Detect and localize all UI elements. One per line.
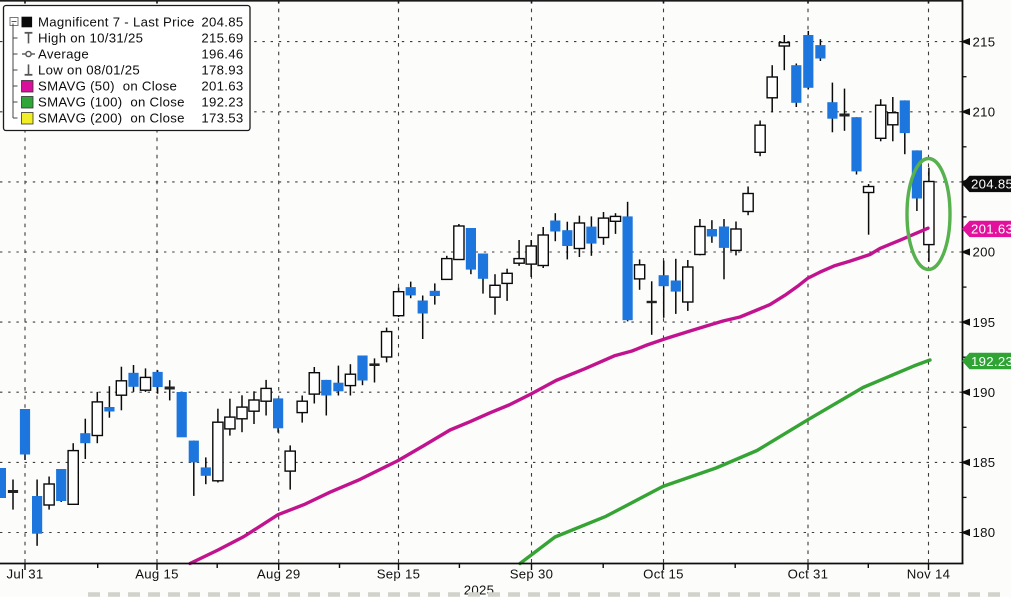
- svg-text:Sep 30: Sep 30: [510, 567, 554, 582]
- svg-text:190: 190: [973, 385, 996, 400]
- svg-text:200: 200: [973, 245, 996, 260]
- svg-text:192.23: 192.23: [201, 95, 243, 110]
- svg-text:High on 10/31/25: High on 10/31/25: [38, 31, 143, 46]
- svg-text:Aug 29: Aug 29: [257, 567, 301, 582]
- svg-text:178.93: 178.93: [201, 63, 243, 78]
- svg-text:SMAVG (200) on Close: SMAVG (200) on Close: [38, 111, 185, 126]
- svg-text:210: 210: [973, 105, 996, 120]
- svg-text:Magnificent 7 - Last Price: Magnificent 7 - Last Price: [38, 15, 195, 30]
- svg-text:215.69: 215.69: [201, 31, 243, 46]
- svg-text:SMAVG (50) on Close: SMAVG (50) on Close: [38, 79, 177, 94]
- svg-text:SMAVG (100) on Close: SMAVG (100) on Close: [38, 95, 185, 110]
- svg-text:Aug 15: Aug 15: [135, 567, 179, 582]
- svg-text:Oct 31: Oct 31: [788, 567, 829, 582]
- svg-text:Sep 15: Sep 15: [377, 567, 421, 582]
- svg-text:Average: Average: [38, 47, 89, 62]
- svg-text:180: 180: [973, 525, 996, 540]
- svg-text:Jul 31: Jul 31: [7, 567, 44, 582]
- svg-text:215: 215: [973, 34, 996, 49]
- svg-text:195: 195: [973, 315, 996, 330]
- svg-text:Oct 15: Oct 15: [643, 567, 684, 582]
- svg-text:173.53: 173.53: [201, 111, 243, 126]
- svg-text:204.85: 204.85: [971, 177, 1011, 192]
- svg-text:185: 185: [973, 455, 996, 470]
- svg-text:196.46: 196.46: [201, 47, 243, 62]
- svg-text:204.85: 204.85: [201, 15, 243, 30]
- svg-text:Nov 14: Nov 14: [907, 567, 951, 582]
- svg-text:192.23: 192.23: [971, 354, 1011, 369]
- svg-text:201.63: 201.63: [971, 222, 1011, 237]
- svg-text:Low on 08/01/25: Low on 08/01/25: [38, 63, 140, 78]
- svg-text:201.63: 201.63: [201, 79, 243, 94]
